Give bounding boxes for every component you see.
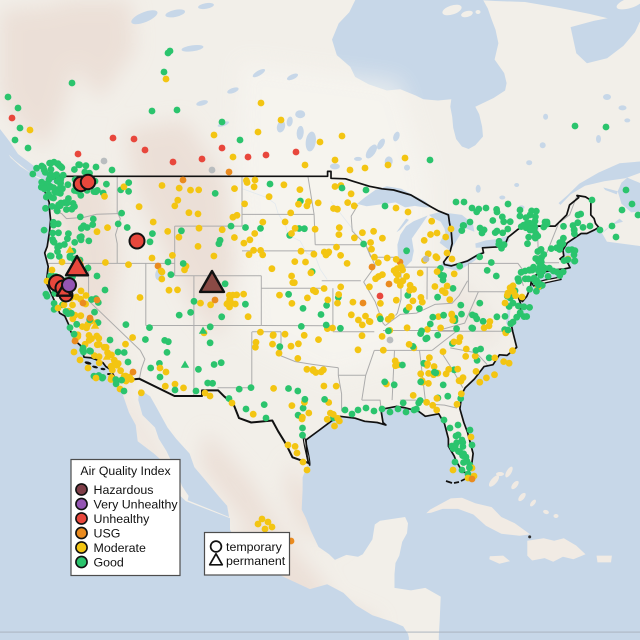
svg-text:temporary: temporary bbox=[226, 540, 283, 554]
svg-text:Hazardous: Hazardous bbox=[94, 483, 154, 497]
svg-text:USG: USG bbox=[94, 526, 121, 540]
svg-text:Unhealthy: Unhealthy bbox=[94, 512, 151, 526]
svg-text:Moderate: Moderate bbox=[94, 541, 146, 555]
svg-text:permanent: permanent bbox=[226, 554, 286, 568]
svg-text:Air Quality Index: Air Quality Index bbox=[80, 464, 171, 478]
svg-text:Very Unhealthy: Very Unhealthy bbox=[94, 497, 179, 511]
svg-text:Good: Good bbox=[94, 555, 124, 569]
